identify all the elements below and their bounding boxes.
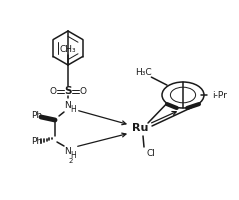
Text: N: N [65, 102, 71, 110]
Text: i-Pr: i-Pr [212, 90, 228, 99]
Text: Ru: Ru [132, 123, 148, 133]
Text: O: O [80, 86, 87, 96]
Text: H₃C: H₃C [135, 68, 152, 77]
Text: Ph: Ph [32, 112, 43, 120]
Text: H: H [70, 150, 76, 160]
Text: 2: 2 [69, 158, 73, 164]
Text: N: N [65, 148, 71, 156]
Text: O: O [49, 86, 56, 96]
Text: Cl: Cl [147, 150, 155, 158]
Text: S: S [64, 86, 72, 96]
Text: CH₃: CH₃ [60, 45, 76, 53]
Text: Ph: Ph [32, 138, 43, 146]
Text: H: H [70, 104, 76, 114]
